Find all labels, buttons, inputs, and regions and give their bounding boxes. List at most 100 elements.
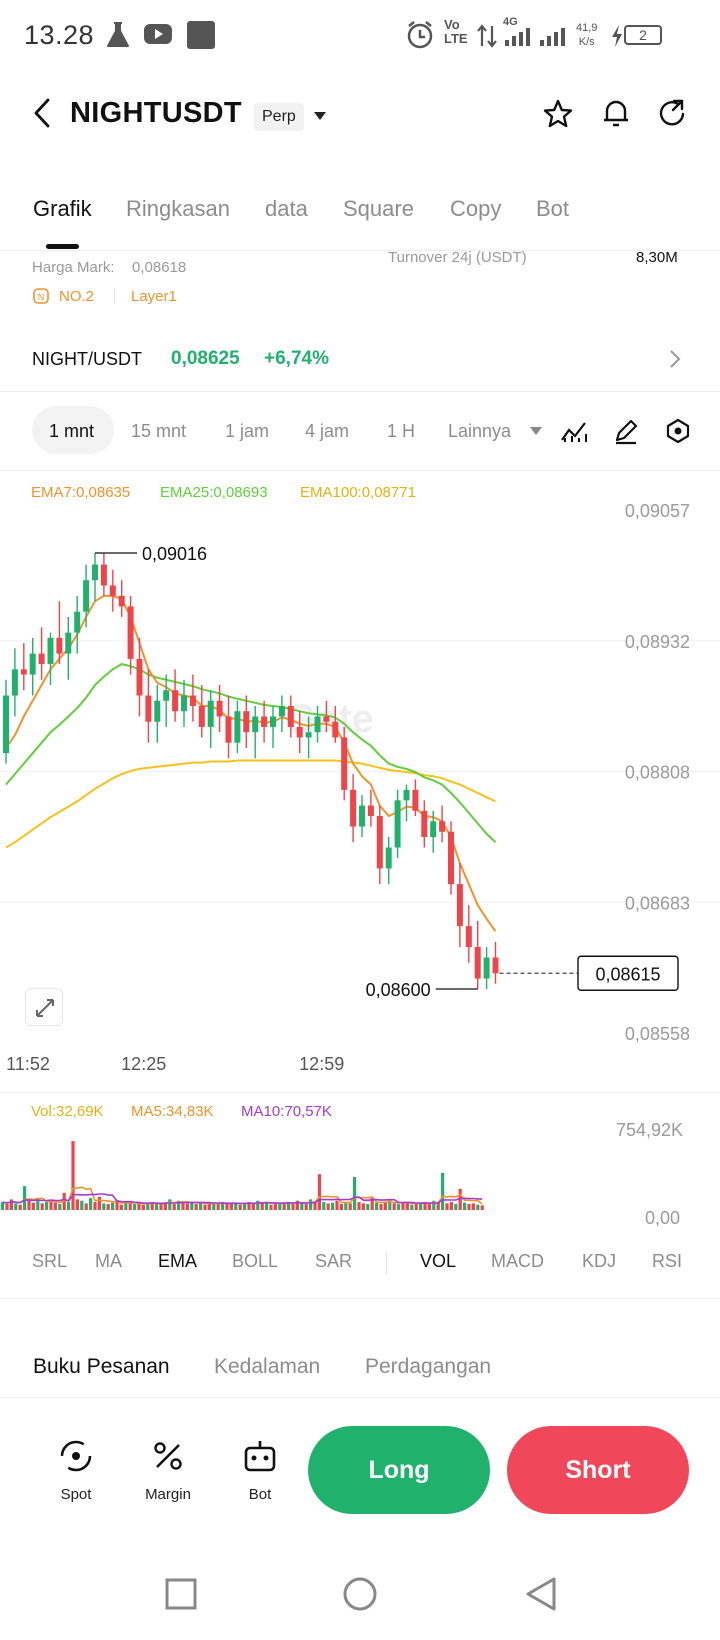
perp-badge[interactable]: Perp <box>254 103 304 131</box>
tab-order-book[interactable]: Buku Pesanan <box>33 1355 170 1378</box>
candle <box>278 695 285 733</box>
volume-bar <box>313 1202 317 1210</box>
interval-more[interactable]: Lainnya <box>448 421 512 441</box>
ema7-line <box>5 594 497 932</box>
favorite-star-icon[interactable] <box>542 98 574 130</box>
back-triangle-icon[interactable] <box>524 1576 558 1612</box>
candle <box>394 789 401 858</box>
tab-copy[interactable]: Copy <box>450 196 502 221</box>
indicator-icon[interactable] <box>559 418 589 446</box>
candle-body <box>323 716 330 722</box>
indicator-ma[interactable]: MA <box>95 1251 122 1271</box>
volume-bar <box>185 1203 189 1210</box>
candle <box>92 552 98 602</box>
volume-bar <box>251 1204 255 1210</box>
bot-button[interactable]: Bot <box>220 1436 300 1510</box>
tab-ringkasan[interactable]: Ringkasan <box>126 196 230 221</box>
volume-bar <box>436 1202 440 1210</box>
indicator-ema[interactable]: EMA <box>158 1251 198 1271</box>
caret-down-icon[interactable] <box>313 111 327 121</box>
volume-bar <box>260 1202 264 1210</box>
tab-square[interactable]: Square <box>343 196 414 221</box>
candle-body <box>216 700 223 717</box>
signal-icon-2 <box>540 28 565 46</box>
volume-bar <box>128 1203 132 1210</box>
indicator-vol[interactable]: VOL <box>420 1251 457 1271</box>
candle <box>385 837 392 885</box>
recents-square-icon[interactable] <box>164 1577 198 1611</box>
tab-data[interactable]: data <box>265 196 308 221</box>
bot-label: Bot <box>248 1486 272 1503</box>
pair-name[interactable]: NIGHT/USDT <box>32 349 142 369</box>
indicator-srl[interactable]: SRL <box>32 1251 68 1271</box>
candle-body <box>252 716 259 733</box>
back-arrow-icon[interactable] <box>30 96 54 130</box>
status-bar: 13.28 Vo LTE 4G 41,9 K/s 2 <box>0 0 720 74</box>
candle-body <box>100 564 107 586</box>
rank-tag-icon: N <box>33 288 49 304</box>
fullscreen-button[interactable] <box>25 988 63 1026</box>
volume-bar <box>133 1204 137 1210</box>
mark-price-value: 0,08618 <box>132 259 187 276</box>
indicator-rsi[interactable]: RSI <box>652 1251 683 1271</box>
ma10-legend: MA10:70,57K <box>241 1103 332 1120</box>
candle-body <box>181 695 187 712</box>
volume-bar <box>467 1204 471 1210</box>
tab-bot[interactable]: Bot <box>536 196 570 221</box>
more-caret-icon[interactable] <box>529 426 543 436</box>
indicator-sar[interactable]: SAR <box>315 1251 353 1271</box>
long-button[interactable]: Long <box>308 1426 490 1514</box>
candlestick-chart[interactable]: Gate 0,090570,089320,088080,086830,08558… <box>0 470 720 1090</box>
volume-bar <box>119 1204 123 1210</box>
candle-body <box>127 606 134 659</box>
volume-bar <box>361 1203 365 1210</box>
tab-trades[interactable]: Perdagangan <box>365 1355 492 1378</box>
volume-bar <box>212 1202 216 1210</box>
share-icon[interactable] <box>657 97 689 129</box>
interval-4h[interactable]: 4 jam <box>305 421 350 441</box>
volume-bar <box>366 1204 370 1210</box>
volume-bar <box>62 1192 66 1210</box>
category-tag[interactable]: Layer1 <box>131 288 177 305</box>
candle <box>296 711 303 754</box>
candle <box>83 564 90 628</box>
short-button[interactable]: Short <box>507 1426 689 1514</box>
tab-depth[interactable]: Kedalaman <box>214 1355 321 1378</box>
volume-bar <box>401 1202 405 1210</box>
interval-1m[interactable]: 1 mnt <box>49 421 95 441</box>
candle <box>367 789 374 827</box>
candle-body <box>163 690 170 701</box>
y-tick-label: 0,09057 <box>625 501 690 521</box>
candle-body <box>421 810 428 838</box>
indicator-kdj[interactable]: KDJ <box>582 1251 617 1271</box>
tab-grafik[interactable]: Grafik <box>33 196 92 221</box>
interval-15m[interactable]: 15 mnt <box>131 421 187 441</box>
chart-settings-icon[interactable] <box>664 417 692 445</box>
rank-tag[interactable]: NO.2 <box>59 288 95 305</box>
margin-button[interactable]: Margin <box>128 1436 208 1510</box>
volume-bar <box>203 1204 207 1210</box>
volume-bar <box>247 1202 251 1210</box>
home-circle-icon[interactable] <box>342 1576 378 1612</box>
candle <box>483 947 490 989</box>
candle <box>65 616 72 680</box>
last-price-box <box>577 955 679 991</box>
candle <box>305 716 312 759</box>
bell-icon[interactable] <box>600 96 632 130</box>
chevron-right-icon[interactable] <box>668 348 682 370</box>
candle-body <box>118 595 125 607</box>
candle-body <box>332 721 339 738</box>
divider <box>0 1298 720 1299</box>
ema25-line <box>5 663 497 843</box>
interval-1d[interactable]: 1 H <box>387 421 416 441</box>
draw-pencil-icon[interactable] <box>612 417 640 445</box>
interval-1h[interactable]: 1 jam <box>225 421 270 441</box>
candle <box>154 685 161 743</box>
volume-bar <box>168 1199 172 1210</box>
spot-button[interactable]: Spot <box>36 1436 116 1510</box>
indicator-boll[interactable]: BOLL <box>232 1251 279 1271</box>
candle <box>118 580 125 617</box>
indicator-macd[interactable]: MACD <box>491 1251 544 1271</box>
volume-bar <box>419 1203 423 1210</box>
charging-icon <box>612 25 622 47</box>
